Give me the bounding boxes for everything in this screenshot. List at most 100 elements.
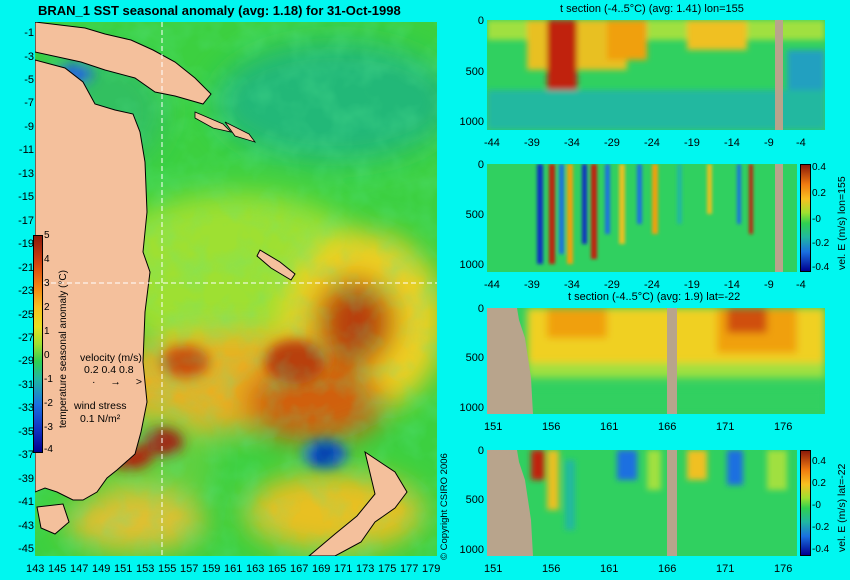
panel2-x-tick: -39 — [524, 279, 540, 291]
map-y-tick: -25 — [18, 309, 34, 321]
map-y-tick: -43 — [18, 520, 34, 532]
map-y-tick: -23 — [18, 285, 34, 297]
panel2-cbar-tick: -0 — [812, 214, 821, 225]
map-y-tick: -45 — [18, 543, 34, 555]
panel1-y-tick: 0 — [477, 15, 484, 27]
panel4-cbar-tick: -0.2 — [812, 522, 830, 533]
map-x-tick: 175 — [378, 563, 397, 575]
panel3-y-ticks: 0 500 1000 — [450, 303, 486, 414]
panel2-cbar-tick: -0.2 — [812, 238, 830, 249]
panel1-x-tick: -34 — [564, 137, 580, 149]
panel3-plot — [487, 308, 825, 414]
map-x-ticks: 143 145 147 149 151 153 155 157 159 161 … — [26, 563, 446, 579]
panel2-x-tick: -19 — [684, 279, 700, 291]
map-x-tick: 161 — [224, 563, 243, 575]
panel1-x-tick: -4 — [796, 137, 806, 149]
map-x-tick: 167 — [290, 563, 309, 575]
map-y-tick: -5 — [24, 74, 34, 86]
velocity-legend-label: velocity (m/s) — [80, 352, 142, 364]
copyright: © Copyright CSIRO 2006 — [439, 453, 450, 560]
map-cbar-tick: 2 — [44, 302, 50, 313]
panel2-colorbar — [800, 164, 811, 272]
panel3-y-tick: 1000 — [459, 402, 484, 414]
panel1-x-tick: -9 — [764, 137, 774, 149]
map-cbar-tick: 1 — [44, 326, 50, 337]
wind-legend-value: 0.1 N/m² — [80, 413, 121, 425]
panel1-x-tick: -24 — [644, 137, 660, 149]
panel2-colorbar-label: vel. E (m/s) lon=155 — [836, 176, 848, 270]
panel3-y-tick: 500 — [465, 352, 484, 364]
panel4-y-tick: 0 — [477, 445, 484, 457]
panel2-cbar-tick: 0.2 — [812, 188, 826, 199]
map-x-tick: 177 — [400, 563, 419, 575]
map-y-tick: -33 — [18, 402, 34, 414]
panel3-x-tick: 151 — [484, 421, 503, 433]
velocity-legend: velocity (m/s) 0.2 0.4 0.8 · → > — [80, 352, 148, 388]
panel2-cbar-tick: 0.4 — [812, 162, 826, 173]
panel4-x-tick: 171 — [716, 563, 735, 575]
map-x-tick: 179 — [422, 563, 441, 575]
map-y-tick: -17 — [18, 215, 34, 227]
panel2-x-tick: -4 — [796, 279, 806, 291]
map-y-tick: -9 — [24, 121, 34, 133]
map-x-tick: 159 — [202, 563, 221, 575]
panel2-cbar-tick: -0.4 — [812, 262, 830, 273]
panel3-x-tick: 176 — [774, 421, 793, 433]
map-y-tick: -41 — [18, 496, 34, 508]
panel3-y-tick: 0 — [477, 303, 484, 315]
map-y-tick: -37 — [18, 449, 34, 461]
map-y-tick: -39 — [18, 473, 34, 485]
panel4-cbar-tick: -0.4 — [812, 544, 830, 555]
map-y-tick: -21 — [18, 262, 34, 274]
map-y-tick: -27 — [18, 332, 34, 344]
map-x-tick: 155 — [158, 563, 177, 575]
panel3-x-tick: 161 — [600, 421, 619, 433]
panel2-x-tick: -34 — [564, 279, 580, 291]
map-y-tick: -11 — [18, 144, 34, 156]
map-x-tick: 151 — [114, 563, 133, 575]
map-x-tick: 153 — [136, 563, 155, 575]
map-cbar-tick: 4 — [44, 254, 50, 265]
map-y-ticks: -1 -3 -5 -7 -9 -11 -13 -15 -17 -19 -21 -… — [0, 22, 34, 556]
panel4-x-tick: 151 — [484, 563, 503, 575]
panel2-y-ticks: 0 500 1000 — [450, 159, 486, 272]
panel1-y-tick: 1000 — [459, 116, 484, 128]
wind-legend-label: wind stress — [74, 400, 127, 412]
panel1-x-ticks: -44 -39 -34 -29 -24 -19 -14 -9 -4 — [480, 137, 830, 151]
map-x-tick: 169 — [312, 563, 331, 575]
map-title: BRAN_1 SST seasonal anomaly (avg: 1.18) … — [38, 3, 401, 18]
map-x-tick: 157 — [180, 563, 199, 575]
map-cbar-tick: 3 — [44, 278, 50, 289]
panel2-colorbar-ticks: 0.4 0.2 -0 -0.2 -0.4 — [812, 162, 842, 274]
panel1-y-ticks: 0 500 1000 — [450, 15, 486, 130]
panel4-colorbar-label: vel. E (m/s) lat=-22 — [836, 463, 848, 552]
map-x-tick: 143 — [26, 563, 45, 575]
panel3-x-tick: 171 — [716, 421, 735, 433]
map-y-tick: -7 — [24, 97, 34, 109]
map-y-tick: -15 — [18, 191, 34, 203]
map-y-tick: -19 — [18, 238, 34, 250]
panel4-x-ticks: 151 156 161 166 171 176 — [484, 563, 824, 577]
panel2-x-tick: -9 — [764, 279, 774, 291]
panel2-plot — [487, 164, 797, 272]
wind-legend: wind stress 0.1 N/m² — [68, 400, 127, 426]
panel4-cbar-tick: 0.4 — [812, 456, 826, 467]
panel1-x-tick: -44 — [484, 137, 500, 149]
panel3-x-ticks: 151 156 161 166 171 176 — [484, 421, 824, 435]
panel2-x-ticks: -44 -39 -34 -29 -24 -19 -14 -9 -4 — [480, 279, 830, 293]
map-x-tick: 173 — [356, 563, 375, 575]
panel4-y-tick: 1000 — [459, 544, 484, 556]
panel3-x-tick: 166 — [658, 421, 677, 433]
map-cbar-tick: 5 — [44, 230, 50, 241]
map-cbar-tick: -1 — [44, 374, 53, 385]
velocity-legend-arrows: · → > — [92, 376, 148, 388]
map-x-tick: 147 — [70, 563, 89, 575]
panel4-x-tick: 166 — [658, 563, 677, 575]
panel4-x-tick: 176 — [774, 563, 793, 575]
panel1-title: t section (-4..5°C) (avg: 1.41) lon=155 — [560, 3, 744, 15]
map-y-tick: -13 — [18, 168, 34, 180]
map-cbar-tick: -3 — [44, 422, 53, 433]
panel1-y-tick: 500 — [465, 66, 484, 78]
map-cbar-tick: 0 — [44, 350, 50, 361]
panel3-title: t section (-4..5°C) (avg: 1.9) lat=-22 — [568, 291, 741, 303]
